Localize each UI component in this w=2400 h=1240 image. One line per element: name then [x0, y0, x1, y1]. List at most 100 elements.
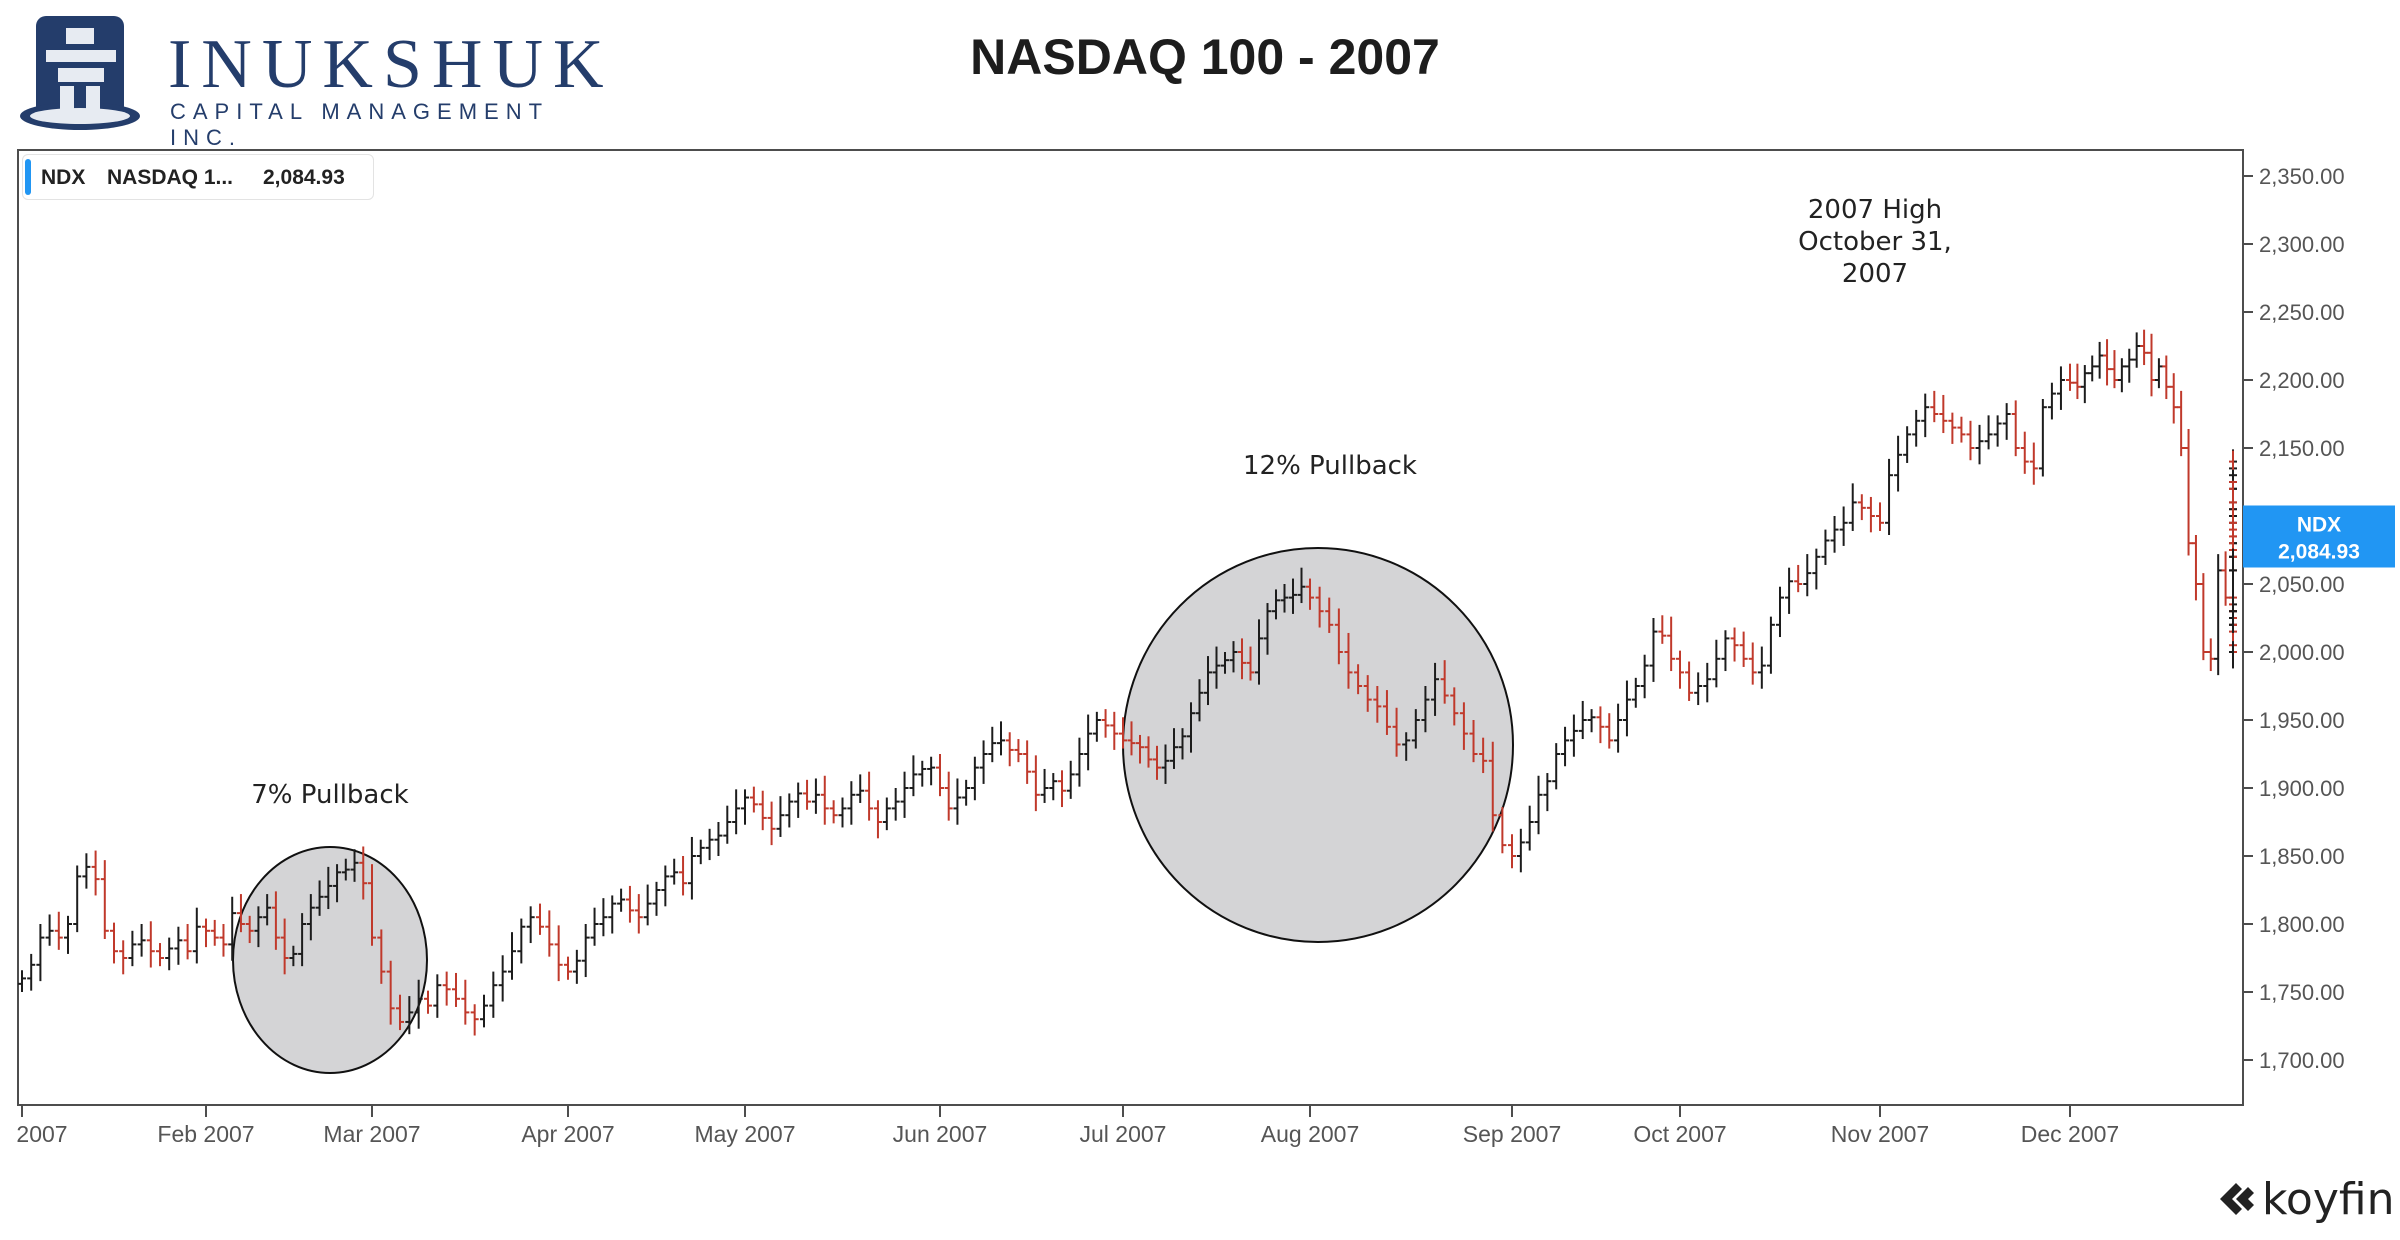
ohlc-bar	[1110, 711, 1119, 750]
ohlc-bar	[1525, 805, 1534, 851]
ohlc-bar	[1498, 807, 1507, 854]
x-tick-label: May 2007	[694, 1121, 795, 1147]
ohlc-bar	[838, 797, 847, 828]
ohlc-bar	[1785, 567, 1794, 614]
ohlc-bar	[2117, 358, 2126, 393]
ohlc-bar	[315, 880, 324, 916]
ohlc-bar	[1903, 426, 1912, 463]
ohlc-bar	[1315, 586, 1324, 628]
ohlc-bar	[2103, 339, 2112, 386]
ohlc-bar	[156, 943, 164, 967]
x-tick-label: Apr 2007	[521, 1121, 614, 1147]
koyfin-logo-icon	[2220, 1183, 2254, 1215]
ohlc-bar	[767, 801, 776, 846]
annotation-2007-high: October 31,	[1798, 227, 1952, 257]
ohlc-bar	[749, 786, 758, 813]
ohlc-bar	[590, 907, 599, 946]
ohlc-bar	[1469, 720, 1478, 763]
ohlc-bar	[1694, 672, 1703, 706]
ohlc-bar	[1596, 706, 1605, 744]
y-tick-label: 2,350.00	[2259, 164, 2345, 189]
ohlc-bar	[1325, 597, 1334, 633]
ohlc-bar	[405, 996, 414, 1035]
ohlc-bar	[1766, 616, 1775, 674]
ohlc-bar	[1876, 502, 1884, 531]
ohlc-bar	[1966, 420, 1975, 461]
ohlc-bar	[1334, 608, 1343, 665]
annotation-2007-high: 2007 High	[1808, 195, 1942, 225]
ohlc-bar	[1459, 702, 1468, 750]
ohlc-bar	[997, 721, 1005, 756]
ohlc-bar	[2080, 365, 2089, 404]
ohlc-bar	[1812, 548, 1821, 590]
ohlc-bar	[1170, 728, 1178, 769]
ohlc-bar	[1605, 713, 1614, 749]
ohlc-bar	[758, 790, 767, 831]
ohlc-bar	[333, 864, 342, 903]
ohlc-bar	[1187, 702, 1195, 753]
ohlc-bar	[581, 924, 590, 978]
ohlc-bar	[1921, 393, 1930, 438]
ohlc-bar	[1794, 564, 1803, 593]
ohlc-bar	[829, 800, 838, 824]
ohlc-bar	[2206, 638, 2215, 672]
ohlc-bar	[480, 994, 488, 1028]
ohlc-bar	[82, 853, 91, 889]
ohlc-bar	[45, 914, 54, 946]
ohlc-bar	[2132, 332, 2141, 368]
ohlc-bar	[1685, 661, 1694, 701]
price-tag-value: 2,084.93	[2278, 540, 2360, 563]
ohlc-bar	[1136, 734, 1144, 764]
ohlc-bar	[1712, 639, 1721, 688]
chart-title: NASDAQ 100 - 2007	[970, 29, 1440, 85]
pullback-circle	[232, 846, 428, 1074]
ohlc-bar	[1614, 703, 1623, 753]
ohlc-bar	[350, 849, 359, 882]
ohlc-bar	[1392, 707, 1401, 757]
ohlc-bar	[572, 949, 581, 984]
ohlc-bar	[820, 775, 829, 825]
ohlc-bar	[1014, 739, 1023, 763]
ohlc-bar	[1005, 732, 1014, 767]
ohlc-bar	[263, 894, 272, 926]
ohlc-bar	[2184, 428, 2193, 556]
ohlc-bar	[1866, 496, 1875, 533]
ohlc-bar	[2199, 573, 2208, 661]
y-tick-label: 2,050.00	[2259, 572, 2345, 597]
ohlc-bar	[2002, 403, 2011, 440]
ohlc-bar	[498, 955, 507, 1002]
ohlc-bar	[1373, 686, 1382, 723]
y-tick-label: 2,200.00	[2259, 368, 2345, 393]
ohlc-bar	[608, 895, 617, 934]
x-tick-label: Nov 2007	[1831, 1121, 1929, 1147]
ohlc-bar	[424, 990, 432, 1014]
ohlc-bar	[254, 906, 263, 948]
y-tick-label: 2,300.00	[2259, 232, 2345, 257]
ohlc-bar	[2029, 442, 2038, 485]
ohlc-bar	[2177, 390, 2186, 457]
ohlc-bar	[1622, 680, 1631, 737]
ohlc-bar	[2154, 358, 2163, 389]
ohlc-bar	[723, 805, 732, 844]
ohlc-bar	[1721, 630, 1730, 672]
ohlc-bar	[202, 918, 210, 948]
legend[interactable]: NDX NASDAQ 1... 2,084.93	[22, 154, 374, 200]
ohlc-bar	[1440, 660, 1449, 704]
ohlc-bar	[1479, 737, 1488, 774]
ohlc-bar	[128, 930, 137, 967]
ohlc-bar	[1885, 458, 1894, 536]
ohlc-bar	[146, 921, 155, 968]
ohlc-bar	[2088, 355, 2097, 382]
ohlc-bar	[1821, 529, 1830, 565]
x-tick-label: 2007	[16, 1121, 67, 1147]
ohlc-bar	[1221, 652, 1229, 674]
ohlc-bar	[1178, 728, 1187, 760]
ohlc-bar	[1195, 679, 1204, 722]
ohlc-bar	[1543, 773, 1552, 812]
ohlc-bar	[979, 740, 988, 784]
ohlc-bar	[1212, 646, 1221, 689]
ohlc-bar	[696, 839, 705, 865]
ohlc-bar	[1939, 394, 1948, 434]
ohlc-bar	[36, 924, 45, 982]
ohlc-bar	[970, 756, 979, 801]
